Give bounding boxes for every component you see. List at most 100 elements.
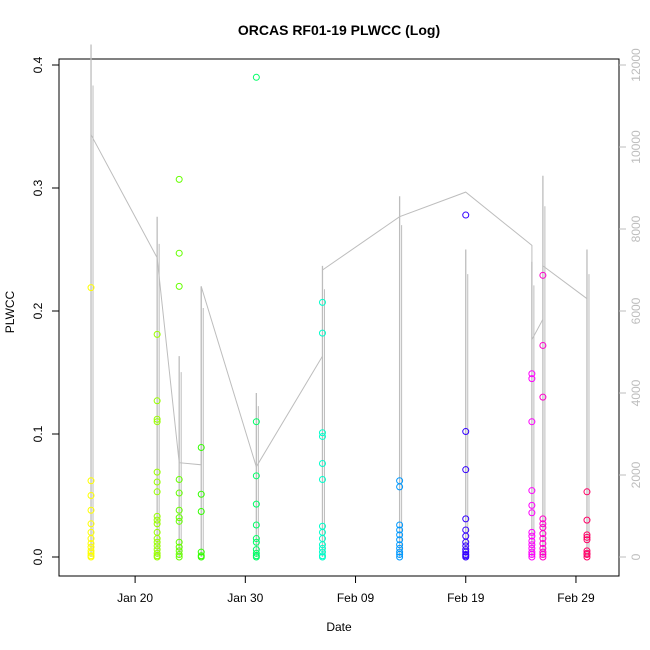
x-tick-label: Jan 30	[227, 591, 263, 605]
data-point	[153, 478, 161, 486]
data-point	[528, 532, 536, 540]
y2-tick-label: 8000	[629, 215, 643, 242]
data-point	[318, 544, 326, 552]
data-point	[318, 329, 326, 337]
data-point	[528, 553, 536, 561]
data-point	[539, 520, 547, 528]
data-point	[197, 507, 205, 515]
data-point	[528, 528, 536, 536]
plot-frame	[58, 58, 620, 577]
data-point	[583, 531, 591, 539]
data-point	[87, 549, 95, 557]
data-point	[252, 549, 260, 557]
data-point	[583, 536, 591, 544]
data-point	[396, 521, 404, 529]
data-point	[528, 509, 536, 517]
data-point	[175, 175, 183, 183]
data-point	[87, 535, 95, 543]
data-point	[318, 553, 326, 561]
data-point	[153, 553, 161, 561]
data-point	[252, 553, 260, 561]
y-axis-label: PLWCC	[3, 290, 17, 333]
data-point	[462, 466, 470, 474]
data-point	[462, 211, 470, 219]
x-tick-label: Feb 09	[337, 591, 375, 605]
data-point	[153, 488, 161, 496]
data-point	[318, 460, 326, 468]
data-point	[528, 537, 536, 545]
data-point	[175, 517, 183, 525]
y-tick-label: 0.1	[31, 425, 45, 442]
chart-title: ORCAS RF01-19 PLWCC (Log)	[238, 22, 440, 38]
data-point	[197, 553, 205, 561]
altitude-layer	[90, 44, 590, 557]
x-tick-label: Jan 20	[117, 591, 153, 605]
data-point	[539, 535, 547, 543]
x-tick-label: Feb 29	[557, 591, 595, 605]
data-point	[252, 472, 260, 480]
data-point	[318, 429, 326, 437]
data-point	[528, 548, 536, 556]
data-point	[539, 271, 547, 279]
data-point	[583, 553, 591, 561]
data-point	[539, 515, 547, 523]
axes-layer: 0.0 0.1 0.2 0.3 0.4 0 2000 4000 6000 8000 10000 120…	[31, 48, 643, 605]
data-point	[87, 506, 95, 514]
data-point	[87, 520, 95, 528]
data-point	[396, 553, 404, 561]
data-point	[539, 393, 547, 401]
data-point	[462, 548, 470, 556]
data-point	[539, 553, 547, 561]
data-point	[528, 551, 536, 559]
data-point	[539, 530, 547, 538]
data-point	[462, 428, 470, 436]
data-point	[396, 551, 404, 559]
y2-tick-label: 4000	[629, 379, 643, 406]
data-point	[396, 531, 404, 539]
data-point	[396, 541, 404, 549]
data-point	[583, 533, 591, 541]
data-point	[175, 506, 183, 514]
data-point	[197, 490, 205, 498]
data-point	[153, 468, 161, 476]
data-point	[583, 551, 591, 559]
data-point	[528, 501, 536, 509]
data-point	[175, 551, 183, 559]
y2-tick-label: 6000	[629, 297, 643, 324]
data-point	[87, 553, 95, 561]
data-point	[87, 539, 95, 547]
data-point	[153, 538, 161, 546]
y-tick-label: 0.0	[31, 548, 45, 565]
data-point	[462, 553, 470, 561]
data-point	[539, 548, 547, 556]
data-point	[539, 551, 547, 559]
altitude-line	[90, 134, 588, 469]
x-tick-label: Feb 19	[447, 591, 485, 605]
data-point	[153, 520, 161, 528]
data-point	[87, 284, 95, 292]
data-point	[252, 73, 260, 81]
data-point	[252, 538, 260, 546]
data-point	[583, 488, 591, 496]
data-point	[87, 492, 95, 499]
data-point	[528, 541, 536, 549]
data-point	[528, 375, 536, 383]
data-point	[396, 548, 404, 556]
data-point	[197, 444, 205, 452]
data-point	[175, 543, 183, 551]
y-tick-label: 0.2	[31, 302, 45, 319]
data-point	[396, 526, 404, 534]
data-point	[318, 298, 326, 306]
data-point	[153, 512, 161, 520]
data-point	[318, 432, 326, 440]
data-point	[153, 415, 161, 423]
data-point	[583, 516, 591, 524]
data-point	[87, 477, 95, 485]
data-point	[153, 535, 161, 543]
y-tick-label: 0.3	[31, 179, 45, 196]
data-point	[396, 483, 404, 491]
data-point	[197, 548, 205, 556]
data-point	[528, 418, 536, 426]
data-point	[175, 249, 183, 257]
